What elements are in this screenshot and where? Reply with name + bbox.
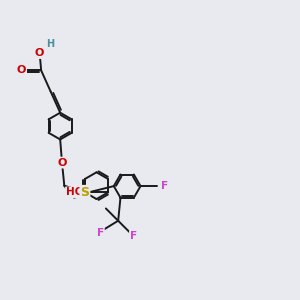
- Text: HO: HO: [66, 188, 83, 197]
- Text: O: O: [35, 48, 44, 58]
- Text: F: F: [130, 231, 137, 241]
- Text: H: H: [46, 39, 54, 49]
- Text: F: F: [97, 228, 104, 238]
- Text: F: F: [161, 181, 168, 191]
- Text: O: O: [17, 65, 26, 75]
- Text: O: O: [57, 158, 67, 168]
- Text: S: S: [80, 186, 89, 199]
